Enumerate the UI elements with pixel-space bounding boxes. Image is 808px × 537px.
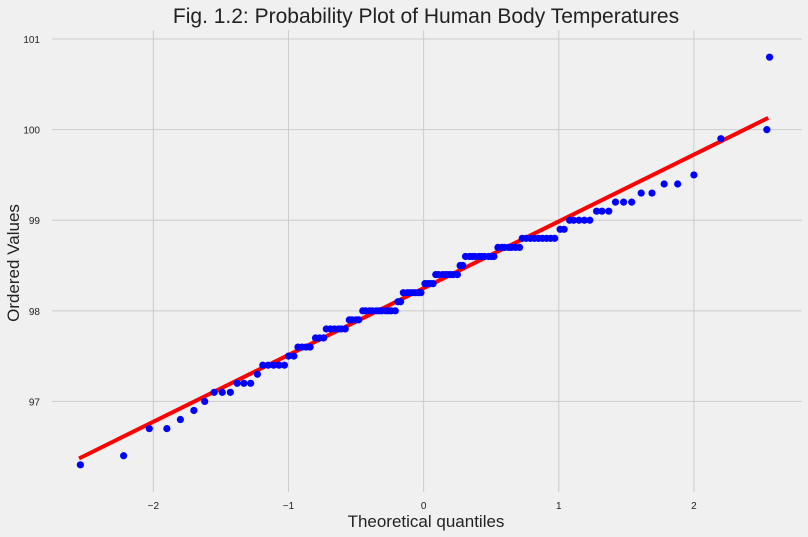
data-point — [397, 298, 405, 306]
data-point — [598, 207, 606, 215]
data-point — [247, 379, 255, 387]
y-tick-label: 98 — [29, 307, 41, 318]
y-tick-label: 100 — [23, 126, 40, 137]
tick-labels: −2 −1 0 1 2 97 98 99 100 101 — [23, 35, 697, 512]
y-tick-label: 101 — [23, 35, 40, 46]
data-point — [306, 343, 314, 351]
x-tick-label: −2 — [148, 501, 160, 512]
data-point — [290, 352, 298, 360]
data-point — [690, 171, 698, 179]
data-point — [355, 316, 363, 324]
data-point — [575, 216, 583, 224]
x-axis-label: Theoretical quantiles — [348, 512, 505, 531]
data-points — [76, 53, 774, 469]
data-point — [120, 452, 128, 460]
data-point — [176, 415, 184, 424]
data-point — [580, 216, 589, 224]
y-tick-label: 99 — [29, 216, 41, 227]
data-point — [145, 424, 153, 433]
data-point — [284, 352, 293, 360]
x-tick-label: −1 — [283, 501, 295, 512]
data-point — [240, 379, 248, 387]
data-point — [763, 126, 771, 134]
x-tick-label: 0 — [421, 501, 427, 512]
data-point — [163, 424, 171, 433]
grid — [52, 30, 802, 492]
data-point — [270, 361, 278, 369]
data-point — [280, 361, 289, 369]
data-point — [648, 189, 656, 197]
fit-line — [78, 116, 770, 461]
data-point — [453, 270, 462, 279]
data-point — [605, 207, 613, 215]
data-point — [264, 361, 272, 369]
data-point — [259, 361, 267, 369]
data-point — [275, 361, 283, 369]
x-tick-label: 2 — [691, 501, 697, 512]
data-point — [190, 406, 198, 415]
data-point — [674, 180, 682, 188]
data-point — [560, 225, 568, 233]
data-point — [417, 289, 425, 297]
data-point — [490, 252, 498, 261]
data-point — [253, 370, 262, 378]
data-point — [210, 388, 218, 396]
data-point — [551, 234, 559, 242]
data-point — [660, 180, 668, 188]
data-point — [391, 307, 399, 315]
data-point — [765, 53, 774, 61]
data-point — [592, 207, 601, 215]
data-point — [620, 198, 628, 206]
fit-line-layer — [78, 116, 770, 461]
data-point — [76, 461, 84, 469]
x-tick-label: 1 — [556, 501, 562, 512]
data-point — [218, 388, 226, 396]
data-point — [628, 198, 636, 206]
data-point — [611, 198, 620, 206]
data-point — [429, 280, 437, 288]
chart-title: Fig. 1.2: Probability Plot of Human Body… — [173, 5, 679, 28]
data-point — [226, 388, 234, 396]
data-point — [717, 135, 725, 143]
y-tick-label: 97 — [29, 397, 41, 408]
data-point — [201, 397, 209, 406]
y-axis-label: Ordered Values — [4, 204, 23, 322]
data-point — [586, 216, 594, 224]
data-point — [637, 189, 645, 197]
data-point — [515, 243, 524, 252]
data-point — [233, 379, 241, 387]
data-point — [570, 216, 578, 224]
data-point — [459, 261, 467, 270]
data-point — [341, 325, 349, 333]
data-point — [320, 334, 328, 342]
